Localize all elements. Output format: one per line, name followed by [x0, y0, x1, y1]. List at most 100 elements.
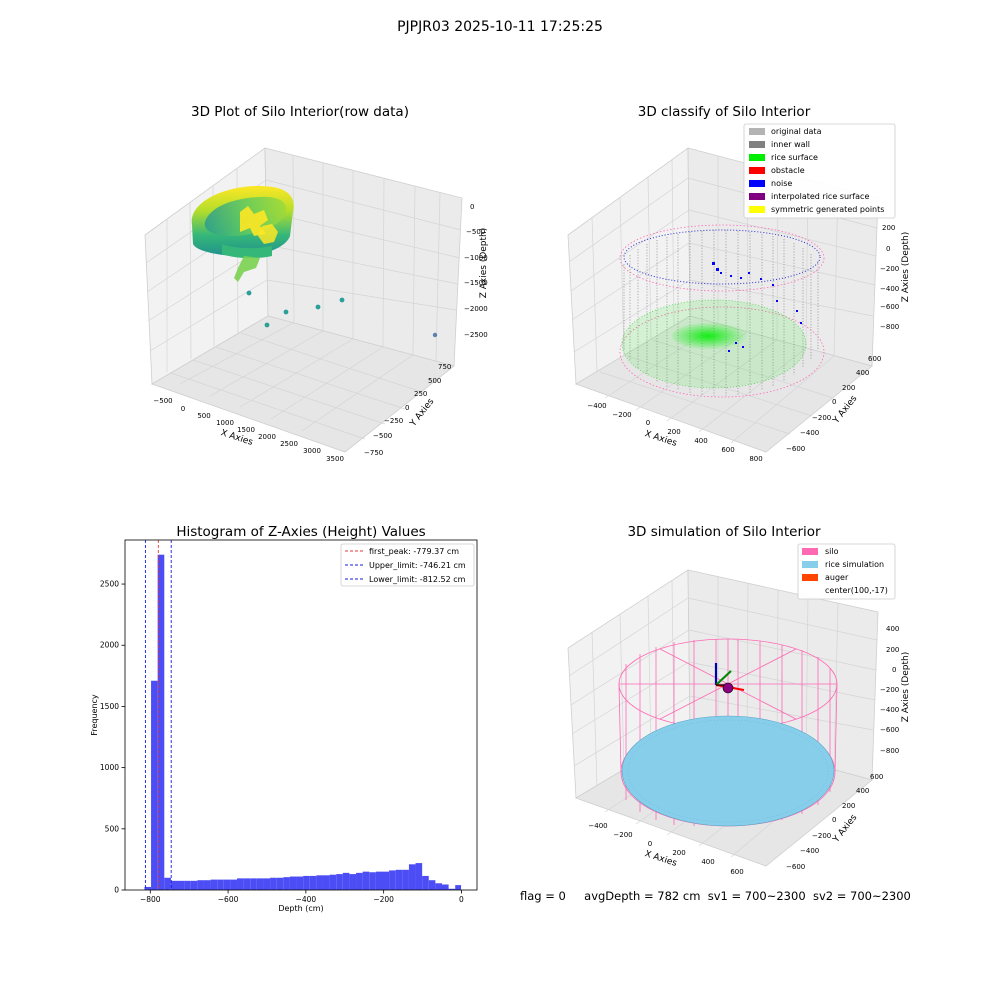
- histogram-bar: [408, 864, 416, 890]
- classify-3d-y-tick: 200: [842, 384, 855, 392]
- classify-3d-y-tick: 0: [832, 398, 836, 406]
- histogram-reference-lines: [144, 540, 172, 890]
- classify-3d-x-tick: 0: [646, 419, 650, 427]
- histogram-bar: [170, 880, 178, 890]
- histogram-bar: [309, 875, 317, 890]
- raw-3d-y-tick: −500: [373, 432, 392, 440]
- histogram-bar: [157, 554, 165, 890]
- simulation-3d-y-tick: −600: [786, 863, 805, 871]
- simulation-3d-legend: silo rice simulation auger center(100,-1…: [797, 543, 896, 600]
- simulation-3d-x-tick: 0: [648, 840, 652, 848]
- histogram-bar: [289, 876, 297, 890]
- histogram-axes-frame: [124, 539, 478, 891]
- simulation-3d-z-tick: −400: [880, 706, 899, 714]
- raw-3d-x-tick: 1000: [216, 419, 234, 427]
- histogram-y-tick-label: 1500: [100, 702, 119, 711]
- classify-3d-legend: original data inner wall rice surface ob…: [743, 123, 896, 219]
- histogram-bar: [270, 877, 277, 890]
- classify-3d-zlabel: Z Axies (Depth): [901, 232, 911, 303]
- histogram-bar: [435, 883, 442, 890]
- classify-3d-y-tick: 400: [856, 369, 869, 377]
- panel-histogram: Histogram of Z-Axies (Height) Values −80…: [90, 524, 478, 913]
- simulation-3d-y-tick: 200: [842, 802, 855, 810]
- histogram-x-tick-label: 0: [459, 895, 464, 904]
- classify-3d-rim-points: [623, 229, 821, 285]
- histogram-x-tick-label: −400: [296, 895, 317, 904]
- histogram-bar: [210, 879, 218, 890]
- classify-3d-silo-outline: [619, 224, 825, 398]
- classify-3d-x-ticks: −400 −200 0 200 400 600 800: [587, 402, 762, 463]
- histogram-bar: [356, 872, 363, 890]
- panel-raw-3d: 3D Plot of Silo Interior(row data): [144, 104, 489, 463]
- simulation-3d-rice-surface: [621, 715, 835, 827]
- classify-3d-x-tick: 200: [667, 428, 680, 436]
- raw-3d-x-tick: 2000: [258, 433, 276, 441]
- raw-3d-y-tick: 250: [414, 390, 427, 398]
- classify-3d-y-ticks: −600 −400 −200 0 200 400 600: [786, 355, 881, 453]
- histogram-bar: [250, 878, 257, 890]
- histogram-bar: [362, 871, 370, 890]
- histogram-y-tick-label: 2000: [100, 641, 119, 650]
- raw-3d-ylabel: Y Axies: [408, 397, 437, 430]
- histogram-bar: [389, 870, 396, 890]
- simulation-3d-y-ticks: −600 −400 −200 0 200 400 600: [786, 773, 883, 871]
- histogram-x-ticks: −800 −600 −400 −200 0: [140, 890, 464, 904]
- histogram-bar: [415, 863, 423, 890]
- histogram-legend-label: Lower_limit: -812.52 cm: [369, 575, 466, 584]
- simulation-3d-legend-label: silo: [825, 547, 839, 556]
- raw-3d-outlier-points: [246, 290, 438, 338]
- panel-simulation-3d: 3D simulation of Silo Interior: [567, 524, 911, 876]
- histogram-bar: [177, 880, 185, 890]
- histogram-bar: [316, 875, 323, 890]
- classify-3d-y-tick: −400: [800, 429, 819, 437]
- simulation-3d-x-tick: 600: [730, 868, 743, 876]
- raw-3d-x-ticks: −500 0 500 1000 1500 2000 2500 3000 3500: [153, 397, 344, 463]
- classify-3d-y-tick: −600: [786, 445, 805, 453]
- histogram-bar: [256, 878, 264, 890]
- status-sv1: sv1 = 700~2300: [707, 889, 806, 903]
- classify-3d-inner-wall: [623, 230, 819, 396]
- classify-3d-x-tick: 600: [721, 446, 734, 454]
- classify-3d-noise-points: [712, 262, 802, 352]
- histogram-bar: [164, 877, 171, 890]
- histogram-bar: [296, 876, 304, 890]
- classify-3d-legend-label: symmetric generated points: [771, 205, 884, 214]
- histogram-bar: [190, 880, 198, 890]
- histogram-bar: [336, 874, 343, 890]
- histogram-legend-label: first_peak: -779.37 cm: [369, 547, 459, 556]
- histogram-bar: [243, 878, 251, 890]
- histogram-legend-label: Upper_limit: -746.21 cm: [369, 561, 466, 570]
- simulation-3d-title: 3D simulation of Silo Interior: [627, 524, 821, 540]
- classify-3d-x-tick: −200: [612, 411, 631, 419]
- simulation-3d-y-tick: 0: [832, 816, 836, 824]
- classify-3d-title: 3D classify of Silo Interior: [638, 104, 811, 120]
- classify-3d-legend-label: inner wall: [771, 140, 810, 149]
- histogram-y-tick-label: 500: [105, 824, 120, 833]
- raw-3d-z-tick: 0: [470, 203, 474, 211]
- raw-3d-y-tick: 0: [405, 404, 409, 412]
- classify-3d-legend-label: interpolated rice surface: [771, 192, 869, 201]
- classify-3d-z-tick: −400: [880, 285, 899, 293]
- raw-3d-zlabel: Z Axies (Depth): [479, 228, 489, 299]
- histogram-bar: [428, 880, 436, 890]
- histogram-y-tick-label: 1000: [100, 763, 119, 772]
- histogram-bar: [184, 880, 191, 890]
- raw-3d-x-tick: −500: [153, 397, 172, 405]
- raw-3d-z-tick: −2000: [464, 305, 488, 313]
- simulation-3d-x-tick: 400: [701, 858, 714, 866]
- classify-3d-legend-label: obstacle: [771, 166, 805, 175]
- raw-3d-y-ticks: −750 −500 −250 0 250 500 750: [364, 363, 451, 457]
- classify-3d-x-tick: −400: [587, 402, 606, 410]
- classify-3d-z-tick: −200: [880, 265, 899, 273]
- histogram-y-ticks: 0 500 1000 1500 2000 2500: [100, 580, 125, 895]
- histogram-bar: [402, 869, 409, 890]
- status-sv2: sv2 = 700~2300: [812, 889, 911, 903]
- raw-3d-gridlines: [145, 154, 462, 440]
- histogram-bar: [144, 886, 152, 890]
- classify-3d-z-tick: −800: [880, 323, 899, 331]
- histogram-bar: [203, 880, 211, 890]
- simulation-3d-auger: [714, 663, 745, 694]
- histogram-x-tick-label: −600: [218, 895, 239, 904]
- histogram-bar: [303, 875, 310, 890]
